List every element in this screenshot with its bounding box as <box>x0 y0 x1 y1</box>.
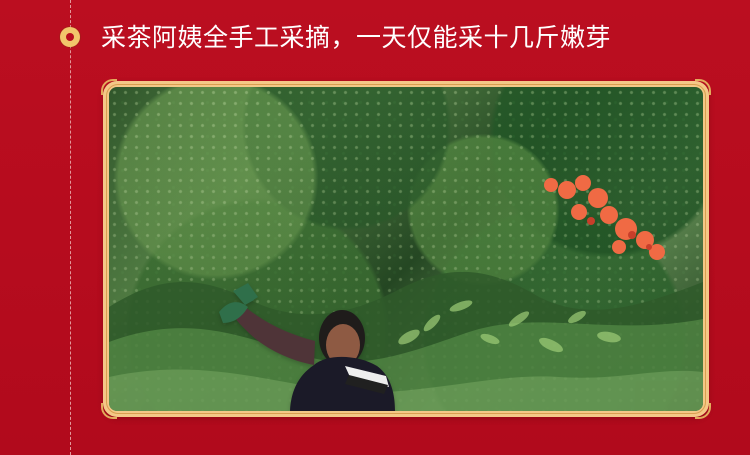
tea-picking-photo <box>109 87 703 411</box>
frame-corner-bottom-left-icon <box>101 403 117 419</box>
tea-picker-person <box>219 283 395 411</box>
section-caption: 采茶阿姨全手工采摘，一天仅能采十几斤嫩芽 <box>101 23 612 52</box>
tea-picking-scene <box>109 87 703 411</box>
frame-corner-top-right-icon <box>695 79 711 95</box>
red-flowers <box>544 175 665 260</box>
photo-frame <box>101 79 711 419</box>
frame-corner-top-left-icon <box>101 79 117 95</box>
frame-corner-bottom-right-icon <box>695 403 711 419</box>
timeline-line <box>70 0 71 455</box>
section-bullet-icon <box>60 27 80 47</box>
foreground-branches <box>398 300 621 353</box>
